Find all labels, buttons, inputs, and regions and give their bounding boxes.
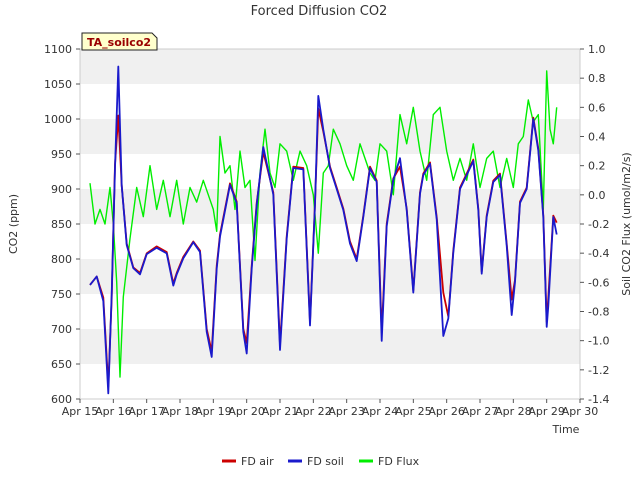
y2-tick-label: -0.2 [588, 218, 609, 231]
y-axis-title: CO2 (ppm) [7, 194, 20, 254]
y-tick-label: 950 [51, 148, 72, 161]
y-tick-label: 850 [51, 218, 72, 231]
x-tick-label: Apr 27 [462, 405, 499, 418]
x-tick-label: Apr 18 [162, 405, 199, 418]
x-tick-label: Apr 29 [528, 405, 565, 418]
grid-band [80, 224, 580, 259]
y2-tick-label: 0.6 [588, 101, 606, 114]
grid-band [80, 49, 580, 84]
y-tick-label: 700 [51, 323, 72, 336]
tag-label: TA_soilco2 [87, 36, 151, 49]
legend-label-fd-flux: FD Flux [378, 455, 420, 468]
x-tick-label: Apr 15 [62, 405, 99, 418]
grid-band [80, 84, 580, 119]
x-tick-label: Apr 21 [262, 405, 299, 418]
x-tick-label: Apr 24 [362, 405, 399, 418]
y-tick-label: 1000 [44, 113, 72, 126]
x-tick-label: Apr 26 [428, 405, 465, 418]
y2-tick-label: 0.2 [588, 160, 606, 173]
y-tick-label: 900 [51, 183, 72, 196]
y2-tick-label: -1.0 [588, 335, 609, 348]
y2-tick-label: -0.8 [588, 306, 609, 319]
tag-box-shape [81, 32, 158, 51]
legend: FD air FD soil FD Flux [222, 455, 420, 468]
y-tick-label: 1100 [44, 43, 72, 56]
grid-band [80, 189, 580, 224]
grid-band [80, 294, 580, 329]
y2-tick-label: 0.4 [588, 131, 606, 144]
series-line-fd-soil [89, 65, 558, 395]
x-tick-label: Apr 25 [395, 405, 432, 418]
series-layer [89, 65, 558, 395]
y-tick-label: 1050 [44, 78, 72, 91]
y2-tick-label: -1.4 [588, 393, 609, 406]
x-tick-label: Apr 22 [295, 405, 332, 418]
grid-band [80, 259, 580, 294]
x-tick-label: Apr 16 [95, 405, 132, 418]
y2-tick-label: -1.2 [588, 364, 609, 377]
y2-axis-title: Soil CO2 Flux (umol/m2/s) [620, 152, 633, 295]
grid-band [80, 329, 580, 364]
x-tick-label: Apr 17 [128, 405, 165, 418]
grid-band [80, 364, 580, 399]
legend-label-fd-air: FD air [241, 455, 274, 468]
y2-tick-label: -0.4 [588, 247, 609, 260]
x-tick-label: Apr 19 [195, 405, 232, 418]
y-tick-label: 600 [51, 393, 72, 406]
chart-title: Forced Diffusion CO2 [251, 4, 388, 19]
y2-tick-label: 0.0 [588, 189, 606, 202]
grid-band [80, 154, 580, 189]
x-tick-label: Apr 28 [495, 405, 532, 418]
y2-tick-label: 1.0 [588, 43, 606, 56]
legend-label-fd-soil: FD soil [307, 455, 344, 468]
x-tick-label: Apr 23 [328, 405, 365, 418]
y2-tick-label: 0.8 [588, 72, 606, 85]
x-tick-label: Apr 30 [562, 405, 599, 418]
y2-tick-label: -0.6 [588, 276, 609, 289]
x-tick-label: Apr 20 [228, 405, 265, 418]
tag-box: TA_soilco2 [81, 32, 158, 51]
x-axis-title: Time [552, 423, 580, 436]
y-tick-label: 800 [51, 253, 72, 266]
y-tick-label: 650 [51, 358, 72, 371]
y-tick-label: 750 [51, 288, 72, 301]
series-line-fd-flux [89, 70, 558, 378]
